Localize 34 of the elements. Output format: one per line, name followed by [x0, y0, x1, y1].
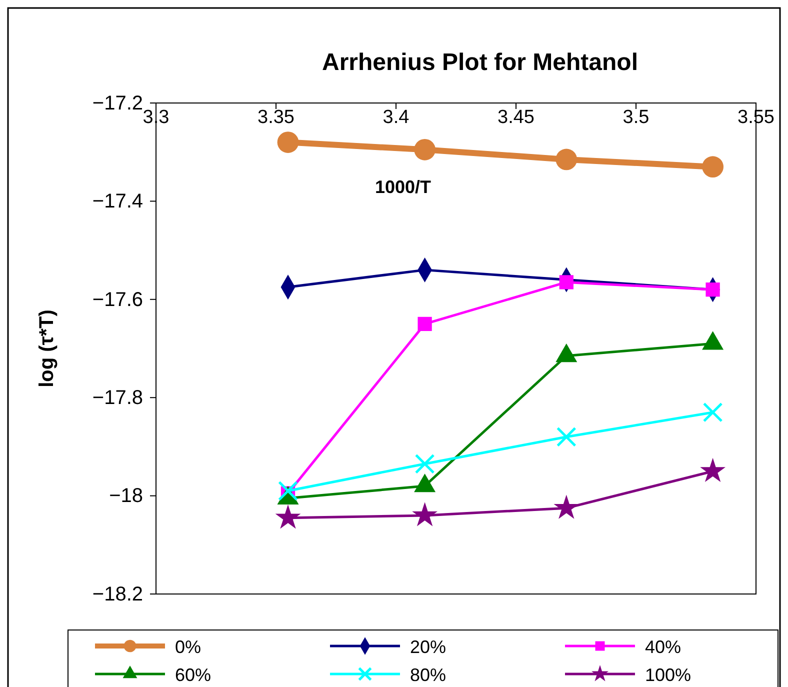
point — [414, 138, 436, 160]
legend-label: 60% — [175, 665, 212, 685]
chart-title: Arrhenius Plot for Mehtanol — [322, 49, 638, 76]
point — [277, 132, 299, 153]
legend-label: 0% — [175, 637, 202, 657]
y-tick-label: −17.2 — [92, 92, 143, 114]
point — [412, 502, 438, 526]
point — [702, 402, 723, 422]
legend-label: 80% — [410, 665, 446, 685]
point — [554, 494, 580, 519]
point — [700, 458, 726, 482]
y-tick-label: −17.8 — [92, 387, 143, 409]
point — [702, 156, 724, 178]
y-tick-label: −18.2 — [92, 583, 143, 606]
y-tick-label: −17.4 — [92, 190, 143, 213]
legend-label: 100% — [645, 665, 692, 685]
x-tick-label: 3.35 — [258, 107, 294, 128]
y-tick-label: −17.6 — [92, 288, 143, 311]
x-axis-title: 1000/T — [374, 177, 432, 197]
point — [418, 316, 432, 332]
point — [556, 426, 576, 447]
x-tick-label: 3.45 — [498, 107, 534, 128]
legend-label: 20% — [410, 637, 446, 657]
x-tick-label: 3.5 — [622, 107, 650, 128]
point — [706, 282, 720, 297]
point — [556, 148, 578, 170]
y-axis-title: log (τ*T) — [36, 310, 58, 388]
legend-label: 40% — [645, 637, 682, 657]
point — [414, 454, 435, 474]
y-tick-label: −18 — [109, 485, 143, 508]
point — [278, 480, 298, 501]
x-tick-label: 3.4 — [382, 107, 410, 128]
point — [559, 275, 574, 290]
point — [275, 504, 301, 529]
